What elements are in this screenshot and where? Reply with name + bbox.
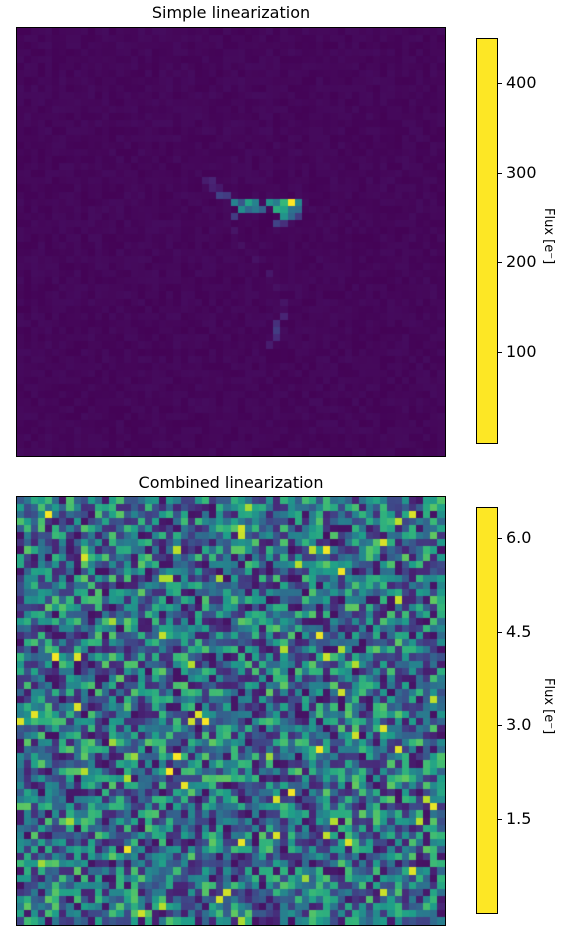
- panel-2-title: Combined linearization: [138, 473, 324, 492]
- colorbar-tick-mark: [497, 262, 502, 264]
- colorbar-tick-label: 200: [506, 252, 537, 272]
- panel-2-heatmap: [16, 496, 446, 926]
- panel-1-title: Simple linearization: [151, 3, 311, 22]
- panel-1-heatmap: [16, 27, 446, 457]
- panel-2-colorbar-label: Flux [e⁻]: [541, 678, 556, 735]
- colorbar-tick-label: 400: [506, 72, 537, 92]
- colorbar-tick-label: 300: [506, 162, 537, 182]
- colorbar-tick-mark: [497, 172, 502, 174]
- colorbar-tick-label: 1.5: [506, 808, 532, 828]
- colorbar-tick-label: 6.0: [506, 528, 532, 548]
- colorbar-tick-label: 100: [506, 342, 537, 362]
- panel-1-colorbar-label: Flux [e⁻]: [541, 208, 556, 265]
- colorbar-tick-mark: [497, 818, 502, 820]
- colorbar-tick-label: 4.5: [506, 621, 532, 641]
- colorbar-tick-mark: [497, 352, 502, 354]
- panel-2-colorbar: [476, 507, 498, 914]
- colorbar-tick-label: 3.0: [506, 715, 532, 735]
- colorbar-tick-mark: [497, 82, 502, 84]
- colorbar-tick-mark: [497, 538, 502, 540]
- colorbar-tick-mark: [497, 631, 502, 633]
- colorbar-tick-mark: [497, 725, 502, 727]
- panel-1-colorbar: [476, 38, 498, 444]
